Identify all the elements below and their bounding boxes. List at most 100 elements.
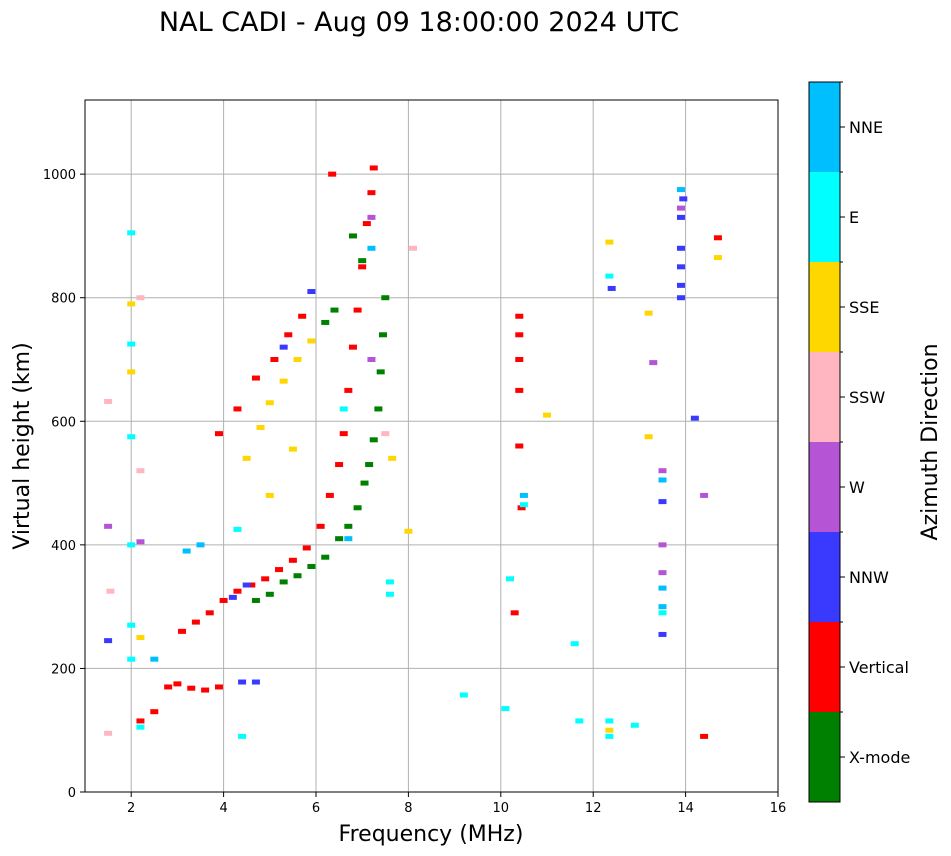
x-tick-label: 6 [312,801,320,816]
data-point [136,539,145,545]
data-point [409,245,418,251]
data-point [187,685,196,691]
data-point [365,462,374,468]
x-tick-label: 8 [404,801,412,816]
series-nne [150,187,685,662]
data-point [136,468,145,474]
data-point [700,492,709,498]
data-point [275,567,284,573]
data-point [353,505,362,511]
data-point [376,369,385,375]
data-point [293,357,302,362]
data-point [233,588,242,594]
data-point [265,591,274,597]
colorbar-tick-label: NNW [849,568,889,587]
data-point [676,245,685,251]
data-point [219,597,228,603]
data-point [658,604,667,610]
colorbar-tick-label: Vertical [849,658,909,677]
data-point [713,235,722,241]
data-point [251,375,260,381]
data-point [136,718,145,724]
data-marks [104,165,722,739]
series-e [127,230,667,739]
data-point [321,319,330,325]
data-point [658,477,667,483]
data-point [279,579,288,585]
series-sse [127,239,722,733]
data-point [127,230,136,236]
data-point [381,295,390,301]
data-point [104,399,113,405]
y-axis-ticks: 0 200 400 600 800 1000 [43,168,85,801]
data-point [348,233,357,239]
colorbar-segment [809,352,840,442]
data-point [288,557,297,563]
data-point [191,619,200,625]
data-point [676,205,685,211]
y-axis-label: Virtual height (km) [10,342,35,549]
data-point [127,542,136,548]
data-point [353,307,362,313]
x-tick-label: 16 [770,801,787,816]
chart-title: NAL CADI - Aug 09 18:00:00 2024 UTC [159,7,679,38]
colorbar-segment [809,172,840,262]
y-tick-label: 800 [51,292,76,307]
data-point [519,502,528,508]
colorbar-tick-label: SSE [849,298,879,317]
data-point [307,338,316,344]
data-point [515,332,524,338]
data-point [605,727,614,733]
data-point [658,499,667,505]
data-point [238,679,247,685]
x-tick-label: 14 [677,801,694,816]
data-point [385,579,394,585]
data-point [575,718,584,724]
data-point [459,692,468,698]
data-point [321,554,330,560]
series-w [104,205,709,576]
data-point [328,171,337,177]
data-point [344,387,353,393]
data-point [330,307,339,313]
data-point [127,341,136,347]
data-point [106,588,115,594]
data-point [658,570,667,576]
y-tick-label: 200 [51,662,76,677]
data-point [378,332,387,338]
data-point [233,526,242,532]
data-point [270,357,279,362]
data-point [316,523,325,529]
colorbar-tick-label: NNE [849,118,883,137]
data-point [369,437,378,443]
series-ssw [104,245,418,736]
data-point [543,412,551,418]
data-point [127,301,136,307]
data-point [104,638,113,644]
data-point [182,548,191,554]
data-point [605,239,614,245]
data-point [256,424,265,430]
data-point [127,434,136,440]
data-point [242,455,251,461]
data-point [367,245,376,251]
plot-area [85,100,778,792]
data-point [501,706,510,712]
colorbar: X-mode Vertical NNW W SSW SSE E NNE [808,81,910,803]
data-point [344,523,353,529]
data-point [367,357,376,362]
data-point [658,631,667,637]
data-point [607,285,616,291]
data-point [515,313,524,319]
y-tick-label: 0 [68,786,76,801]
data-point [658,585,667,591]
data-point [178,628,187,634]
data-point [205,610,214,616]
data-point [307,563,316,569]
data-point [339,406,348,412]
colorbar-frame [808,81,841,803]
data-point [515,443,524,449]
y-tick-label: 1000 [43,168,76,183]
data-point [284,332,293,338]
